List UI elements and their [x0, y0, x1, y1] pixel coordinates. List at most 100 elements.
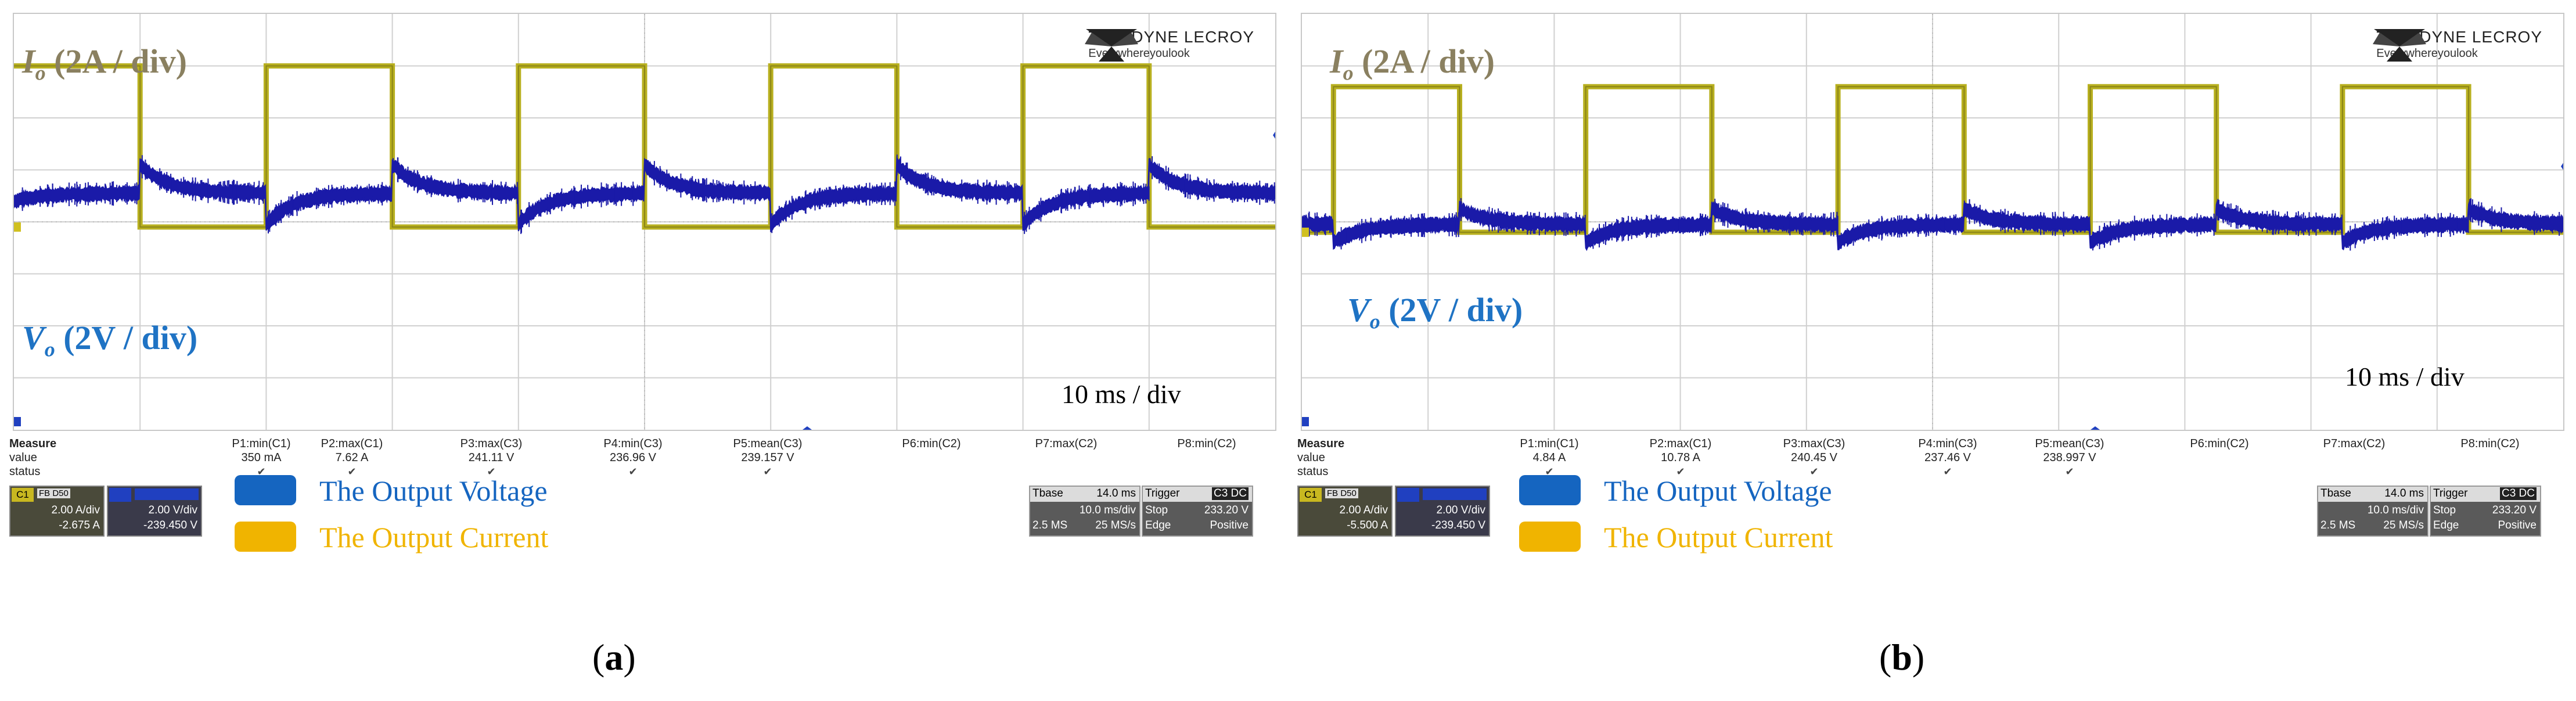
measure-param-7[interactable]: P7:max(C2) — [1020, 437, 1113, 479]
timebase-descriptor[interactable]: Tbase 14.0 ms 10.0 ms/div 2.5 MS 25 MS/s — [2317, 486, 2429, 537]
measure-param-value: 7.62 A — [335, 451, 369, 464]
measure-param-name: P2:max(C1) — [1649, 437, 1712, 450]
measure-param-3[interactable]: P3:max(C3) 241.11 V ✔ — [445, 437, 538, 479]
channel-c3-ground-marker — [1302, 417, 1309, 426]
channel-c1-scale: 2.00 A/div — [51, 504, 100, 516]
timebase-div: 10.0 ms/div — [1079, 504, 1136, 516]
measure-param-8[interactable]: P8:min(C2) — [2444, 437, 2537, 479]
measure-param-name: P6:min(C2) — [902, 437, 961, 450]
measure-param-name: P5:mean(C3) — [733, 437, 803, 450]
trigger-descriptor[interactable]: Trigger C3 DC Stop 233.20 V Edge Positive — [1142, 486, 1253, 537]
measure-status-check-icon: ✔ — [487, 466, 496, 477]
measure-param-name: P4:min(C3) — [1918, 437, 1977, 450]
measure-param-4[interactable]: P4:min(C3) 236.96 V ✔ — [587, 437, 679, 479]
measure-param-value — [885, 451, 978, 465]
channel-c1-tag: C1 — [12, 488, 34, 502]
trigger-descriptor[interactable]: Trigger C3 DC Stop 233.20 V Edge Positive — [2430, 486, 2541, 537]
measure-param-value: 241.11 V — [468, 451, 515, 464]
measure-param-value — [2444, 451, 2537, 465]
channel-c3-descriptor[interactable]: 2.00 V/div -239.450 V — [107, 486, 202, 537]
measure-status-check-icon: ✔ — [763, 466, 772, 477]
trigger-mode: Stop — [1145, 504, 1168, 516]
legend-swatch-voltage — [235, 475, 296, 505]
measure-status-check-icon — [1020, 465, 1113, 479]
voltage-waveform-band — [14, 156, 1275, 232]
measure-param-2[interactable]: P2:max(C1) 10.78 A ✔ — [1634, 437, 1727, 479]
legend-swatch-current — [235, 522, 296, 552]
channel-c1-descriptor[interactable]: C1 FB D50 2.00 A/div -2.675 A — [9, 486, 105, 537]
timebase-descriptor[interactable]: Tbase 14.0 ms 10.0 ms/div 2.5 MS 25 MS/s — [1029, 486, 1141, 537]
measure-param-value: 240.45 V — [1790, 451, 1838, 464]
measure-param-8[interactable]: P8:min(C2) — [1160, 437, 1253, 479]
measure-row-value: value — [1297, 451, 1325, 464]
measure-status-check-icon: ✔ — [1676, 466, 1685, 477]
channel-c1-offset: -2.675 A — [59, 519, 100, 531]
measure-param-3[interactable]: P3:max(C3) 240.45 V ✔ — [1768, 437, 1861, 479]
trigger-level-marker — [1273, 131, 1275, 139]
channel-c1-descriptor[interactable]: C1 FB D50 2.00 A/div -5.500 A — [1297, 486, 1393, 537]
measure-param-value — [2308, 451, 2401, 465]
time-scale-label: 10 ms / div — [1062, 379, 1181, 409]
legend-text-current: The Output Current — [1604, 521, 1833, 553]
voltage-scale-label: Vo (2V / div) — [22, 319, 198, 361]
measure-status-check-icon — [1160, 465, 1253, 479]
measure-param-value — [1020, 451, 1113, 465]
measure-param-name: P1:min(C1) — [232, 437, 291, 450]
measure-status-check-icon — [885, 465, 978, 479]
timebase-div: 10.0 ms/div — [2367, 504, 2424, 516]
measure-param-2[interactable]: P2:max(C1) 7.62 A ✔ — [305, 437, 398, 479]
measure-param-6[interactable]: P6:min(C2) — [2173, 437, 2266, 479]
measure-param-name: P7:max(C2) — [1035, 437, 1098, 450]
trigger-slope: Positive — [2498, 519, 2537, 531]
current-scale-label: Io (2A / div) — [22, 42, 187, 85]
measure-param-1[interactable]: P1:min(C1) 350 mA ✔ — [215, 437, 308, 479]
measure-param-6[interactable]: P6:min(C2) — [885, 437, 978, 479]
timebase-value: 14.0 ms — [2384, 487, 2424, 499]
trigger-tags: C3 DC — [1211, 487, 1249, 500]
scope-screen: TELEDYNE LECROY Everywhereyoulook Io (2A… — [13, 13, 1276, 431]
measure-param-name: P7:max(C2) — [2323, 437, 2386, 450]
channel-c3-flags — [135, 488, 199, 500]
timebase-value: 14.0 ms — [1096, 487, 1136, 499]
measure-param-name: P1:min(C1) — [1520, 437, 1579, 450]
channel-c1-tag: C1 — [1300, 488, 1322, 502]
teledyne-lecroy-logo: TELEDYNE LECROY Everywhereyoulook — [2372, 27, 2542, 74]
measure-param-7[interactable]: P7:max(C2) — [2308, 437, 2401, 479]
teledyne-logo-icon — [1085, 29, 1139, 62]
measure-table: Measure value status P1:min(C1) 4.84 A ✔ P2… — [1297, 437, 2563, 489]
measure-row-value: value — [9, 451, 37, 464]
measure-status-check-icon: ✔ — [257, 466, 266, 477]
timebase-rate: 25 MS/s — [1095, 519, 1136, 531]
scope-panel-a: TELEDYNE LECROY Everywhereyoulook Io (2A… — [9, 13, 1276, 678]
measure-row-status: status — [1297, 465, 1329, 478]
channel-c3-tag — [109, 488, 131, 502]
channel-c1-flags: FB D50 — [1325, 488, 1358, 498]
measure-param-name: P6:min(C2) — [2190, 437, 2249, 450]
measure-param-5[interactable]: P5:mean(C3) 239.157 V ✔ — [721, 437, 814, 479]
trigger-label: Trigger — [1145, 487, 1180, 499]
legend-text-voltage: The Output Voltage — [1604, 474, 1832, 507]
teledyne-lecroy-logo: TELEDYNE LECROY Everywhereyoulook — [1084, 27, 1254, 74]
measure-status-check-icon — [2173, 465, 2266, 479]
measure-param-name: P2:max(C1) — [321, 437, 383, 450]
measure-param-5[interactable]: P5:mean(C3) 238.997 V ✔ — [2023, 437, 2116, 479]
channel-c1-ground-marker — [1302, 227, 1309, 237]
measure-param-4[interactable]: P4:min(C3) 237.46 V ✔ — [1901, 437, 1994, 479]
measure-param-1[interactable]: P1:min(C1) 4.84 A ✔ — [1503, 437, 1596, 479]
panel-caption: (a) — [592, 637, 636, 678]
channel-c1-offset: -5.500 A — [1347, 519, 1388, 531]
measure-param-value: 350 mA — [241, 451, 282, 464]
channel-c3-descriptor[interactable]: 2.00 V/div -239.450 V — [1395, 486, 1490, 537]
measure-param-name: P4:min(C3) — [603, 437, 663, 450]
channel-c3-ground-marker — [14, 417, 21, 426]
measure-status-check-icon: ✔ — [1545, 466, 1554, 477]
time-scale-label: 10 ms / div — [2345, 362, 2465, 391]
panel-caption: (b) — [1879, 637, 1925, 678]
measure-param-value: 239.157 V — [741, 451, 794, 464]
measure-param-name: P3:max(C3) — [460, 437, 523, 450]
trigger-time-marker — [2091, 426, 2100, 430]
measure-status-check-icon: ✔ — [1809, 466, 1819, 477]
channel-c3-tag — [1397, 488, 1419, 502]
measure-row-labels: Measure value status — [9, 437, 56, 479]
channel-c3-scale: 2.00 V/div — [1436, 504, 1486, 516]
